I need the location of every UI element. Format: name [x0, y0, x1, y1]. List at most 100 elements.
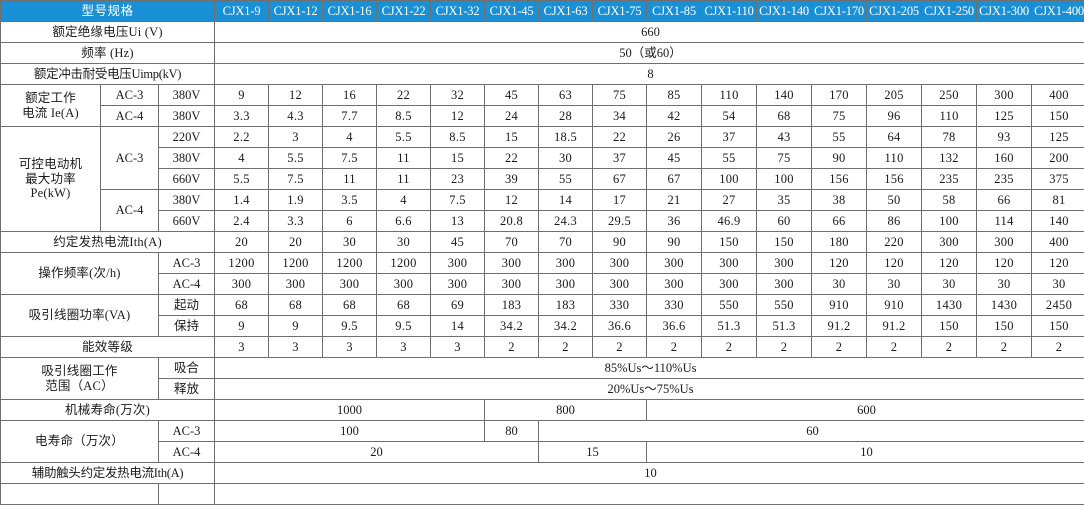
cell-oc-ac4-1: 4.3 [268, 105, 324, 127]
cell-mp-ac3-220-15: 125 [1031, 126, 1084, 148]
cell-mp-ac3-660-9: 100 [701, 168, 758, 190]
cell-cp-hold-15: 150 [1031, 315, 1084, 337]
cell-mp-ac3-380-9: 55 [701, 147, 758, 169]
cell-mp-ac3-380-0: 4 [214, 147, 270, 169]
label-motor-power-line2: 最大功率 [25, 171, 76, 186]
cell-of-ac3-8: 300 [646, 252, 703, 274]
cell-cp-hold-7: 36.6 [592, 315, 648, 337]
cell-cp-start-2: 68 [322, 294, 378, 316]
cell-cp-start-8: 330 [646, 294, 703, 316]
cell-tc-12: 220 [866, 231, 923, 253]
row-rated-insulation-voltage: 额定绝缘电压Ui (V) 660 [0, 21, 1084, 43]
cell-tc-5: 70 [484, 231, 540, 253]
cell-mp-ac4-660-14: 114 [976, 210, 1033, 232]
cell-mp-ac3-220-3: 5.5 [376, 126, 432, 148]
row-motor-power-ac4-380v: AC-4 380V 1.4 1.9 3.5 4 7.5 12 14 17 21 … [1, 189, 1084, 232]
label-motor-power-line3: Pe(kW) [30, 186, 71, 201]
cell-oc-ac4-9: 54 [701, 105, 758, 127]
cell-mech-life-1: 800 [484, 399, 648, 421]
cell-mp-ac3-660-6: 55 [538, 168, 594, 190]
cell-tc-10: 150 [756, 231, 813, 253]
row-motor-power-ac3-220v: 可控电动机 最大功率 Pe(kW) AC-3 220V 2.2 3 4 5.5 … [0, 126, 1084, 232]
row-thermal-current: 约定发热电流Ith(A) 20 20 30 30 45 70 70 90 90 … [0, 231, 1084, 253]
label-efficiency-grade: 能效等级 [0, 336, 216, 358]
cell-cp-start-7: 330 [592, 294, 648, 316]
cell-cp-start-1: 68 [268, 294, 324, 316]
cell-mp-ac3-220-13: 78 [921, 126, 978, 148]
cell-oc-ac4-0: 3.3 [214, 105, 270, 127]
label-mechanical-life: 机械寿命(万次) [0, 399, 216, 421]
row-electrical-life-ac4: AC-4 20 15 10 [1, 441, 1084, 463]
cell-eg-7: 2 [592, 336, 648, 358]
cell-mp-ac3-220-14: 93 [976, 126, 1033, 148]
row-coil-range-pickup: 吸引线圈工作 范围（AC） 吸合 85%Us～110%Us [0, 357, 1084, 400]
cell-mp-ac3-380-5: 22 [484, 147, 540, 169]
cell-cp-start-0: 68 [214, 294, 270, 316]
value-aux-thermal-current: 10 [214, 462, 1084, 484]
cell-cp-hold-6: 34.2 [538, 315, 594, 337]
cell-eg-10: 2 [756, 336, 813, 358]
cell-elec-life-ac4-0: 20 [214, 441, 540, 463]
cell-mp-ac4-380-0: 1.4 [214, 189, 270, 211]
label-coil-range: 吸引线圈工作 范围（AC） [0, 357, 159, 400]
header-model-3: CJX1-22 [376, 0, 432, 22]
cell-tc-7: 90 [592, 231, 648, 253]
cell-elec-life-ac4-1: 15 [538, 441, 648, 463]
label-operating-current: 额定工作 电流 Ie(A) [0, 84, 101, 127]
cell-mp-ac4-380-2: 3.5 [322, 189, 378, 211]
cell-mp-ac3-660-10: 100 [756, 168, 813, 190]
cell-oc-ac3-1: 12 [268, 84, 324, 106]
cell-of-ac4-3: 300 [376, 273, 432, 295]
header-model-9: CJX1-110 [701, 0, 758, 22]
cell-mp-ac3-660-4: 23 [430, 168, 486, 190]
cell-mp-ac4-380-1: 1.9 [268, 189, 324, 211]
cell-elec-life-ac3-0: 100 [214, 420, 486, 442]
row-clipped-bottom [0, 483, 1084, 505]
cell-mp-ac3-660-1: 7.5 [268, 168, 324, 190]
cell-elec-life-ac3-1: 80 [484, 420, 540, 442]
cell-mp-ac4-660-15: 140 [1031, 210, 1084, 232]
cell-mp-ac4-660-9: 46.9 [701, 210, 758, 232]
category-motor-power-ac4: AC-4 [100, 189, 159, 232]
cell-mp-ac4-380-6: 14 [538, 189, 594, 211]
label-coil-power: 吸引线圈功率(VA) [0, 294, 159, 337]
cell-mp-ac3-220-6: 18.5 [538, 126, 594, 148]
header-model-0: CJX1-9 [214, 0, 270, 22]
cell-mp-ac4-380-7: 17 [592, 189, 648, 211]
cell-mp-ac4-660-12: 86 [866, 210, 923, 232]
cell-of-ac4-13: 30 [921, 273, 978, 295]
header-model-7: CJX1-75 [592, 0, 648, 22]
cell-tc-3: 30 [376, 231, 432, 253]
cell-cp-start-4: 69 [430, 294, 486, 316]
label-aux-thermal-current: 辅助触头约定发热电流Ith(A) [0, 462, 216, 484]
value-rated-insulation-voltage: 660 [214, 21, 1084, 43]
cell-oc-ac4-3: 8.5 [376, 105, 432, 127]
category-operating-frequency-ac4: AC-4 [157, 273, 216, 295]
header-model-13: CJX1-250 [921, 0, 978, 22]
row-mechanical-life: 机械寿命(万次) 1000 800 600 [0, 399, 1084, 421]
cell-mp-ac3-380-12: 110 [866, 147, 923, 169]
cell-oc-ac3-0: 9 [214, 84, 270, 106]
cell-mp-ac4-660-11: 66 [811, 210, 868, 232]
cell-cp-start-10: 550 [756, 294, 813, 316]
label-thermal-current: 约定发热电流Ith(A) [0, 231, 216, 253]
cell-mp-ac4-380-15: 81 [1031, 189, 1084, 211]
cell-oc-ac4-4: 12 [430, 105, 486, 127]
cell-cp-hold-11: 91.2 [811, 315, 868, 337]
cell-mp-ac3-660-12: 156 [866, 168, 923, 190]
clipped-cell-label [0, 483, 159, 505]
cell-of-ac4-2: 300 [322, 273, 378, 295]
cell-of-ac4-12: 30 [866, 273, 923, 295]
row-operating-frequency-ac4: AC-4 300 300 300 300 300 300 300 300 300… [1, 273, 1084, 295]
cell-oc-ac3-5: 45 [484, 84, 540, 106]
cell-cp-start-14: 1430 [976, 294, 1033, 316]
cell-oc-ac3-3: 22 [376, 84, 432, 106]
cell-cp-start-12: 910 [866, 294, 923, 316]
cell-mp-ac3-220-10: 43 [756, 126, 813, 148]
label-electrical-life: 电寿命（万次） [0, 420, 159, 463]
cell-mp-ac4-380-3: 4 [376, 189, 432, 211]
row-coil-power-hold: 保持 9 9 9.5 9.5 14 34.2 34.2 36.6 36.6 51… [1, 315, 1084, 337]
cell-oc-ac4-14: 125 [976, 105, 1033, 127]
cell-mp-ac4-660-8: 36 [646, 210, 703, 232]
cell-cp-start-5: 183 [484, 294, 540, 316]
